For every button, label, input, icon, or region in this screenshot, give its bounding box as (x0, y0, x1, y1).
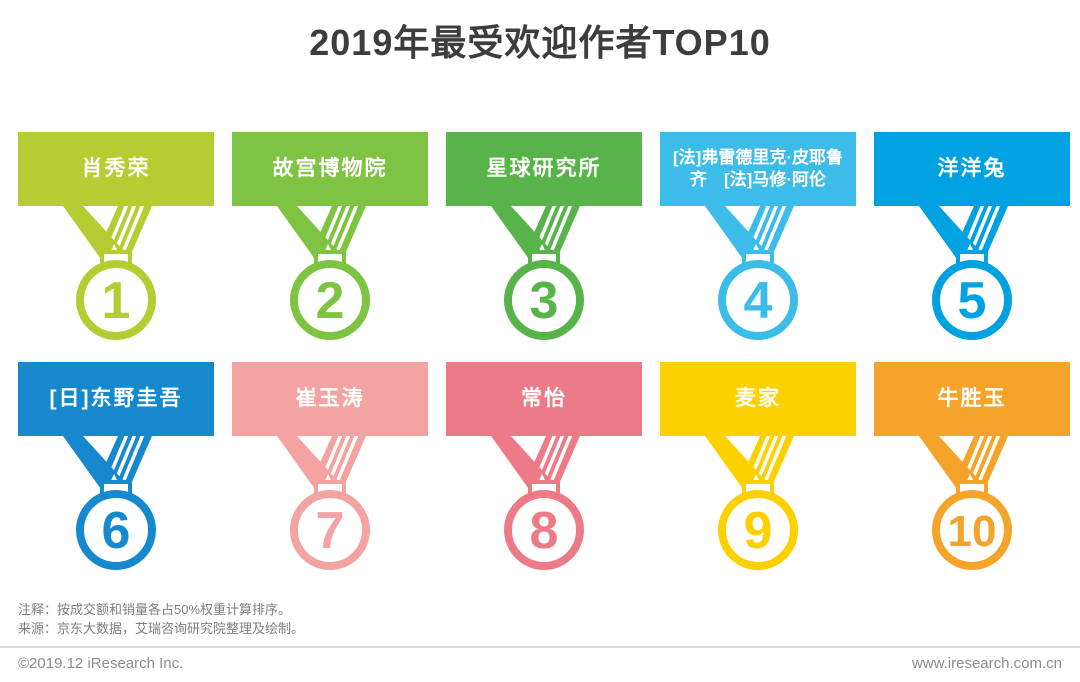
author-banner: 麦家 (660, 362, 856, 436)
medal: 9 (660, 436, 856, 574)
ribbon-left-strap (63, 206, 123, 262)
note-method: 注释：按成交额和销量各占50%权重计算排序。 (18, 602, 292, 617)
author-name: 洋洋兔 (937, 157, 1007, 181)
author-banner: 常怡 (446, 362, 642, 436)
author-name: [日]东野圭吾 (49, 387, 183, 411)
medal: 2 (232, 206, 428, 344)
ribbon-left-strap (491, 206, 551, 262)
author-name: 牛胜玉 (937, 387, 1007, 411)
ribbon-left-strap (277, 206, 337, 262)
medal-number: 2 (316, 272, 345, 330)
medal-circle (76, 490, 156, 570)
page-title: 2019年最受欢迎作者TOP10 (309, 22, 771, 63)
ranking-item-8: 常怡 8 (446, 362, 642, 574)
medal-icon: 5 (919, 206, 1012, 340)
medal-icon: 1 (63, 206, 156, 340)
ribbon-left-strap (705, 436, 765, 492)
ribbon-left-strap (919, 206, 979, 262)
note-source: 来源：京东大数据，艾瑞咨询研究院整理及绘制。 (18, 621, 305, 636)
medal: 10 (874, 436, 1070, 574)
medal-circle (290, 260, 370, 340)
medal-number: 5 (958, 272, 987, 330)
medal-number: 4 (744, 272, 773, 330)
medal-number: 7 (316, 502, 345, 560)
ribbon-left-strap (63, 436, 123, 492)
ribbon-left-strap (705, 206, 765, 262)
ribbon-left-strap (919, 436, 979, 492)
ribbon-left-strap (491, 436, 551, 492)
medal: 1 (18, 206, 214, 344)
medal: 5 (874, 206, 1070, 344)
medal-circle (504, 490, 584, 570)
author-banner: [日]东野圭吾 (18, 362, 214, 436)
author-name: 肖秀荣 (81, 157, 151, 181)
medal-number: 8 (530, 502, 559, 560)
medal-icon: 3 (491, 206, 584, 340)
medal: 8 (446, 436, 642, 574)
author-banner: 故宫博物院 (232, 132, 428, 206)
medal: 4 (660, 206, 856, 344)
medal-circle (718, 490, 798, 570)
ranking-item-10: 牛胜玉 10 (874, 362, 1070, 574)
medal: 7 (232, 436, 428, 574)
medal-icon: 7 (277, 436, 370, 570)
medal: 6 (18, 436, 214, 574)
medal-icon: 10 (919, 436, 1012, 570)
medal-icon: 8 (491, 436, 584, 570)
ranking-item-5: 洋洋兔 5 (874, 132, 1070, 344)
author-banner: 星球研究所 (446, 132, 642, 206)
medal-number: 3 (530, 272, 559, 330)
ranking-item-2: 故宫博物院 2 (232, 132, 428, 344)
author-name: 星球研究所 (486, 157, 602, 181)
medal-number: 9 (744, 502, 773, 560)
medal-circle (932, 490, 1012, 570)
author-banner: 洋洋兔 (874, 132, 1070, 206)
author-banner: 崔玉涛 (232, 362, 428, 436)
author-banner: [法]弗雷德里克·皮耶鲁齐 [法]马修·阿伦 (660, 132, 856, 206)
medal-icon: 6 (63, 436, 156, 570)
medal-icon: 2 (277, 206, 370, 340)
website-link[interactable]: www.iresearch.com.cn (911, 655, 1062, 672)
copyright-text: ©2019.12 iResearch Inc. (18, 655, 184, 672)
medal-circle (76, 260, 156, 340)
author-banner: 牛胜玉 (874, 362, 1070, 436)
author-banner: 肖秀荣 (18, 132, 214, 206)
notes: 注释：按成交额和销量各占50%权重计算排序。 来源：京东大数据，艾瑞咨询研究院整… (18, 600, 304, 638)
author-name: 故宫博物院 (272, 157, 388, 181)
ranking-item-9: 麦家 9 (660, 362, 856, 574)
medal-circle (504, 260, 584, 340)
medal-icon: 4 (705, 206, 798, 340)
ranking-item-1: 肖秀荣 1 (18, 132, 214, 344)
medal-number: 6 (102, 502, 131, 560)
medal-number: 10 (948, 507, 997, 556)
ranking-board: 肖秀荣 1 故宫博物院 2 (0, 132, 1080, 574)
footer-divider (0, 646, 1080, 648)
medal-circle (932, 260, 1012, 340)
ranking-item-6: [日]东野圭吾 6 (18, 362, 214, 574)
medal-circle (718, 260, 798, 340)
author-name: 崔玉涛 (295, 387, 365, 411)
medal-number: 1 (102, 272, 131, 330)
author-name: [法]弗雷德里克·皮耶鲁齐 [法]马修·阿伦 (673, 147, 843, 189)
ribbon-left-strap (277, 436, 337, 492)
ranking-item-7: 崔玉涛 7 (232, 362, 428, 574)
medal: 3 (446, 206, 642, 344)
footer-bar: ©2019.12 iResearch Inc. www.iresearch.co… (18, 655, 1062, 672)
medal-icon: 9 (705, 436, 798, 570)
medal-circle (290, 490, 370, 570)
ranking-item-4: [法]弗雷德里克·皮耶鲁齐 [法]马修·阿伦 4 (660, 132, 856, 344)
author-name: 麦家 (735, 387, 781, 411)
ranking-item-3: 星球研究所 3 (446, 132, 642, 344)
author-name: 常怡 (521, 387, 567, 411)
